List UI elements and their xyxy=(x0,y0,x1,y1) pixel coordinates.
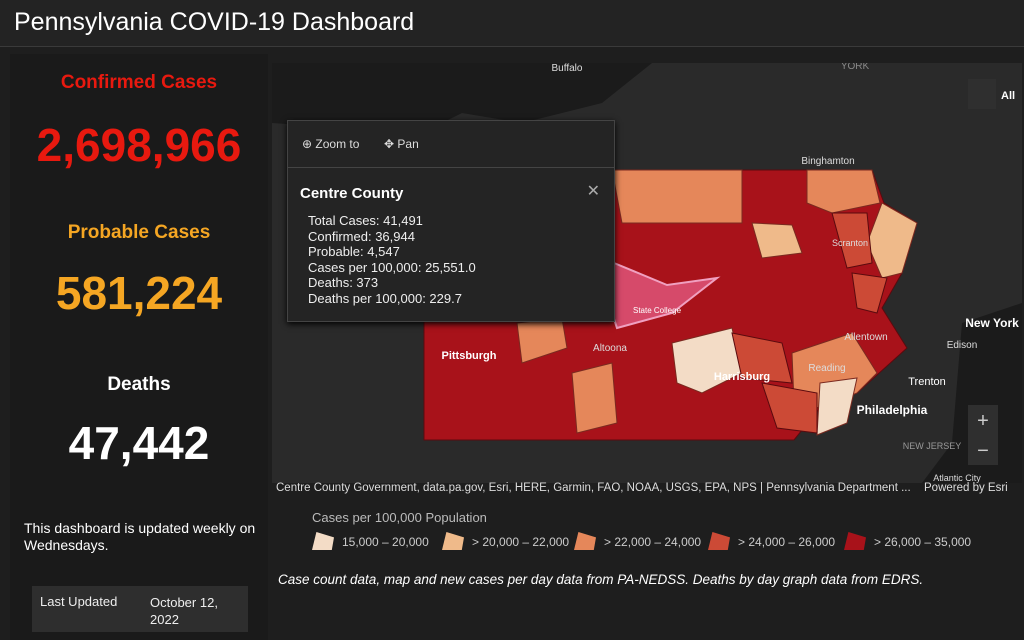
stat-label: Deaths xyxy=(107,374,171,395)
place: Philadelphia xyxy=(857,403,928,417)
legend-label: > 26,000 – 35,000 xyxy=(874,535,972,549)
county xyxy=(611,169,743,224)
place: Buffalo xyxy=(552,63,583,74)
popup-line: Confirmed: 36,944 xyxy=(308,228,415,244)
home-label: All xyxy=(1001,90,1015,102)
legend: Cases per 100,000 Population 15,000 – 20… xyxy=(272,506,1022,556)
last-updated-value: October 12, 2022 xyxy=(150,595,218,627)
last-updated: Last Updated October 12, 2022 xyxy=(32,586,248,632)
stat-value: 2,698,966 xyxy=(36,119,242,171)
popup: ⊕ Zoom to ✥ Pan ✕ Centre County Total Ca… xyxy=(287,120,615,322)
stat-value: 581,224 xyxy=(55,267,223,319)
legend-label: 15,000 – 20,000 xyxy=(342,535,429,549)
pan[interactable]: ✥ Pan xyxy=(384,137,419,151)
county xyxy=(671,327,743,394)
place: Scranton xyxy=(832,238,868,248)
place: Allentown xyxy=(844,332,887,343)
legend-swatch xyxy=(574,532,596,550)
zoom-in-icon: + xyxy=(977,410,989,432)
place: NEW JERSEY xyxy=(903,441,962,451)
header: Pennsylvania COVID-19 Dashboard xyxy=(0,0,1024,47)
zoom-out-icon: − xyxy=(977,440,989,462)
county xyxy=(761,382,818,434)
powered-by: Powered by Esri xyxy=(924,482,1008,494)
legend-label: > 22,000 – 24,000 xyxy=(604,535,702,549)
county xyxy=(751,222,803,259)
place: Reading xyxy=(808,363,845,374)
place: Trenton xyxy=(908,376,946,388)
action-label: Zoom to xyxy=(315,137,360,151)
popup-title: Centre County xyxy=(300,185,404,202)
stats-panel: Confirmed Cases 2,698,966 Probable Cases… xyxy=(10,54,268,640)
county xyxy=(806,169,881,214)
popup-line: Deaths: 373 xyxy=(308,275,379,290)
popup-line: Deaths per 100,000: 229.7 xyxy=(308,290,462,306)
close-button[interactable]: ✕ xyxy=(586,183,600,200)
zoom-buttons[interactable] xyxy=(968,405,998,465)
place: New York xyxy=(965,316,1019,330)
footnote: Case count data, map and new cases per d… xyxy=(278,572,924,587)
map[interactable]: + − All Buffalo YORK Binghamton Scranton… xyxy=(272,61,1022,483)
legend-label: > 24,000 – 26,000 xyxy=(738,535,836,549)
legend-swatch xyxy=(442,532,464,550)
stat-label: Probable Cases xyxy=(67,222,211,243)
place: Atlantic City xyxy=(933,473,981,483)
place: Harrisburg xyxy=(714,371,770,383)
popup-lines: Total Cases: 41,491 Confirmed: 36,944 Prob… xyxy=(308,213,476,306)
legend-swatch xyxy=(312,532,334,550)
zoom-to[interactable]: ⊕ Zoom to xyxy=(302,137,360,151)
attribution: Centre County Government, data.pa.gov, E… xyxy=(276,482,911,494)
place: Binghamton xyxy=(801,156,854,167)
home-button[interactable] xyxy=(968,79,996,109)
popup-line: Cases per 100,000: 25,551.0 xyxy=(308,259,476,275)
legend-swatch xyxy=(844,532,866,550)
legend-title: Cases per 100,000 Population xyxy=(312,510,487,525)
last-updated-label: Last Updated xyxy=(40,594,118,609)
county xyxy=(816,377,858,436)
place: Pittsburgh xyxy=(442,350,497,362)
popup-line: Total Cases: 41,491 xyxy=(308,213,423,228)
county xyxy=(831,212,873,269)
title: Pennsylvania COVID-19 Dashboard xyxy=(14,8,415,36)
popup-line: Probable: 4,547 xyxy=(308,244,400,259)
popup-actions: ⊕ Zoom to ✥ Pan xyxy=(288,121,614,168)
county xyxy=(851,272,888,314)
legend-label: > 20,000 – 22,000 xyxy=(472,535,570,549)
county xyxy=(571,362,618,434)
update-note: This dashboard is updated weekly on Wedn… xyxy=(24,520,256,553)
county xyxy=(731,332,793,384)
place: State College xyxy=(633,306,682,315)
action-label: Pan xyxy=(397,137,419,151)
place: Edison xyxy=(947,340,978,351)
stat-value: 47,442 xyxy=(68,417,210,469)
stat-label: Confirmed Cases xyxy=(60,72,218,93)
legend-swatch xyxy=(708,532,730,550)
lake xyxy=(272,63,652,133)
place: Altoona xyxy=(593,343,627,354)
place: YORK xyxy=(841,63,870,72)
